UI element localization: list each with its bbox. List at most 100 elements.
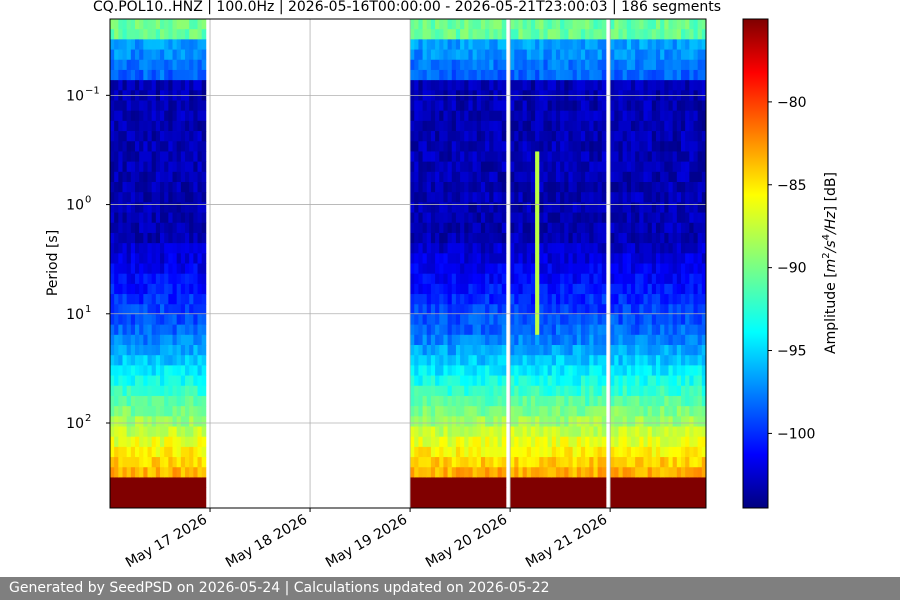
heatmap-cell <box>435 304 440 315</box>
heatmap-cell <box>597 69 603 81</box>
heatmap-cell <box>585 212 590 224</box>
heatmap-cell <box>576 406 582 417</box>
heatmap-cell <box>497 29 503 40</box>
heatmap-cell <box>151 436 157 448</box>
heatmap-cell <box>155 395 161 407</box>
heatmap-cell <box>110 243 115 254</box>
heatmap-cell <box>489 477 494 489</box>
heatmap-cell <box>647 365 653 376</box>
heatmap-cell <box>630 232 636 244</box>
heatmap-cell <box>172 243 178 254</box>
heatmap-cell <box>189 222 194 234</box>
heatmap-cell <box>126 324 132 336</box>
heatmap-cell <box>693 365 699 376</box>
heatmap-cell <box>676 120 682 132</box>
heatmap-cell <box>668 19 674 30</box>
heatmap-cell <box>180 436 186 448</box>
heatmap-cell <box>589 385 594 397</box>
heatmap-cell <box>130 110 136 122</box>
heatmap-cell <box>676 477 682 489</box>
heatmap-cell <box>443 212 448 224</box>
heatmap-cell <box>497 334 503 346</box>
heatmap-cell <box>422 243 428 254</box>
heatmap-cell <box>410 365 415 376</box>
heatmap-cell <box>480 406 486 417</box>
heatmap-cell <box>472 406 478 417</box>
heatmap-cell <box>164 395 169 407</box>
heatmap-cell <box>180 426 186 438</box>
heatmap-cell <box>560 202 565 213</box>
heatmap-cell <box>610 19 615 30</box>
heatmap-cell <box>489 324 494 336</box>
heatmap-cell <box>580 243 586 254</box>
heatmap-cell <box>555 192 561 203</box>
heatmap-cell <box>468 182 473 193</box>
heatmap-cell <box>614 171 619 183</box>
heatmap-cell <box>597 141 603 152</box>
heatmap-cell <box>451 446 457 458</box>
heatmap-cell <box>118 212 123 224</box>
heatmap-cell <box>522 253 528 264</box>
heatmap-cell <box>655 151 661 163</box>
heatmap-cell <box>155 212 161 224</box>
heatmap-cell <box>155 436 161 448</box>
heatmap-cell <box>668 487 674 499</box>
heatmap-cell <box>622 477 628 489</box>
heatmap-cell <box>551 426 557 438</box>
heatmap-cell <box>697 192 703 203</box>
heatmap-cell <box>647 273 653 285</box>
heatmap-cell <box>539 232 544 244</box>
heatmap-cell <box>160 253 165 264</box>
heatmap-cell <box>455 19 461 30</box>
heatmap-cell <box>493 222 499 234</box>
heatmap-cell <box>572 406 578 417</box>
heatmap-cell <box>164 355 169 366</box>
heatmap-cell <box>464 110 469 122</box>
heatmap-cell <box>485 345 490 356</box>
heatmap-cell <box>530 416 536 427</box>
heatmap-cell <box>472 446 478 458</box>
heatmap-cell <box>468 416 473 427</box>
heatmap-cell <box>151 385 157 397</box>
heatmap-cell <box>689 29 694 40</box>
heatmap-cell <box>635 232 640 244</box>
heatmap-cell <box>143 324 148 336</box>
heatmap-cell <box>530 192 536 203</box>
heatmap-cell <box>480 467 486 478</box>
heatmap-cell <box>201 120 207 132</box>
heatmap-cell <box>168 59 173 71</box>
heatmap-cell <box>451 49 457 61</box>
heatmap-cell <box>189 192 194 203</box>
heatmap-cell <box>585 161 590 173</box>
heatmap-cell <box>435 426 440 438</box>
heatmap-cell <box>164 345 169 356</box>
heatmap-cell <box>180 110 186 122</box>
heatmap-cell <box>435 385 440 397</box>
heatmap-cell <box>464 80 469 91</box>
heatmap-cell <box>197 151 203 163</box>
heatmap-cell <box>560 365 565 376</box>
heatmap-cell <box>547 395 553 407</box>
heatmap-cell <box>455 406 461 417</box>
heatmap-cell <box>410 446 415 458</box>
heatmap-cell <box>639 120 644 132</box>
heatmap-cell <box>135 294 140 305</box>
heatmap-cell <box>172 80 178 91</box>
heatmap-cell <box>680 212 686 224</box>
heatmap-cell <box>639 161 644 173</box>
heatmap-cell <box>526 314 532 326</box>
heatmap-cell <box>635 171 640 183</box>
heatmap-cell <box>626 161 632 173</box>
heatmap-cell <box>514 49 519 61</box>
heatmap-cell <box>493 334 499 346</box>
heatmap-cell <box>472 222 478 234</box>
heatmap-cell <box>201 385 207 397</box>
heatmap-cell <box>518 314 524 326</box>
heatmap-cell <box>451 69 457 81</box>
heatmap-cell <box>180 59 186 71</box>
heatmap-cell <box>610 406 615 417</box>
heatmap-cell <box>635 283 640 295</box>
heatmap-cell <box>560 59 565 71</box>
heatmap-cell <box>697 375 703 387</box>
heatmap-cell <box>614 49 619 61</box>
